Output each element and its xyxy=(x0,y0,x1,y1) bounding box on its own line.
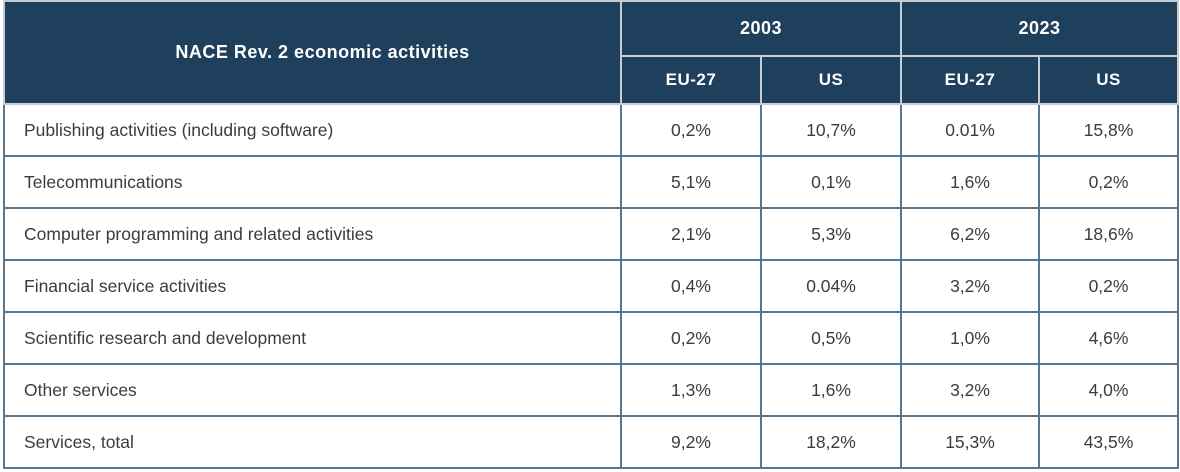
value-cell: 0,1% xyxy=(759,155,903,209)
value-cell: 0,2% xyxy=(620,103,762,157)
year-2023-header: 2023 xyxy=(900,0,1180,57)
value-cell: 3,2% xyxy=(900,259,1041,313)
value-cell: 3,2% xyxy=(900,363,1041,417)
table-row-other-services: Other services 1,3% 1,6% 3,2% 4,0% xyxy=(3,363,1180,417)
value-cell: 1,6% xyxy=(900,155,1041,209)
row-label: Financial service activities xyxy=(3,259,622,313)
value-cell: 5,1% xyxy=(620,155,762,209)
value-cell: 1,3% xyxy=(620,363,762,417)
value-cell: 0,2% xyxy=(1038,259,1180,313)
table-row-scientific-research: Scientific research and development 0,2%… xyxy=(3,311,1180,365)
col-header-eu27-2023: EU-27 xyxy=(900,55,1041,105)
value-cell: 5,3% xyxy=(759,207,903,261)
value-cell: 6,2% xyxy=(900,207,1041,261)
row-label: Other services xyxy=(3,363,622,417)
value-cell: 1,0% xyxy=(900,311,1041,365)
value-cell: 1,6% xyxy=(759,363,903,417)
value-cell: 10,7% xyxy=(759,103,903,157)
value-cell: 0,4% xyxy=(620,259,762,313)
value-cell: 2,1% xyxy=(620,207,762,261)
year-2003-header: 2003 xyxy=(619,0,903,57)
value-cell: 4,0% xyxy=(1038,363,1180,417)
value-cell: 4,6% xyxy=(1038,311,1180,365)
value-cell: 9,2% xyxy=(620,415,762,469)
table-row-publishing: Publishing activities (including softwar… xyxy=(3,103,1180,157)
value-cell: 0,2% xyxy=(1038,155,1180,209)
value-cell: 18,2% xyxy=(759,415,903,469)
value-cell: 15,3% xyxy=(900,415,1041,469)
nace-activities-table: NACE Rev. 2 economic activities 2003 202… xyxy=(3,0,1180,469)
value-cell: 0,2% xyxy=(620,311,762,365)
table-row-financial-services: Financial service activities 0,4% 0.04% … xyxy=(3,259,1180,313)
table-header: NACE Rev. 2 economic activities 2003 202… xyxy=(3,0,1180,105)
value-cell: 0.01% xyxy=(900,103,1041,157)
row-label: Computer programming and related activit… xyxy=(3,207,622,261)
row-label: Services, total xyxy=(3,415,622,469)
value-cell: 15,8% xyxy=(1038,103,1180,157)
row-label: Telecommunications xyxy=(3,155,622,209)
value-cell: 0.04% xyxy=(759,259,903,313)
data-table: NACE Rev. 2 economic activities 2003 202… xyxy=(3,0,1180,469)
value-cell: 0,5% xyxy=(759,311,903,365)
row-label: Publishing activities (including softwar… xyxy=(3,103,622,157)
table-row-telecommunications: Telecommunications 5,1% 0,1% 1,6% 0,2% xyxy=(3,155,1180,209)
col-header-us-2023: US xyxy=(1038,55,1180,105)
col-header-us-2003: US xyxy=(759,55,903,105)
table-row-computer-programming: Computer programming and related activit… xyxy=(3,207,1180,261)
region-header-row: EU-27 US EU-27 US xyxy=(4,55,1180,105)
table-body: Publishing activities (including softwar… xyxy=(3,103,1180,469)
value-cell: 43,5% xyxy=(1038,415,1180,469)
col-header-eu27-2003: EU-27 xyxy=(620,55,762,105)
table-row-services-total: Services, total 9,2% 18,2% 15,3% 43,5% xyxy=(3,415,1180,469)
table-title-cell: NACE Rev. 2 economic activities xyxy=(3,0,622,105)
value-cell: 18,6% xyxy=(1038,207,1180,261)
year-header-row: NACE Rev. 2 economic activities 2003 202… xyxy=(3,0,1180,105)
row-label: Scientific research and development xyxy=(3,311,622,365)
